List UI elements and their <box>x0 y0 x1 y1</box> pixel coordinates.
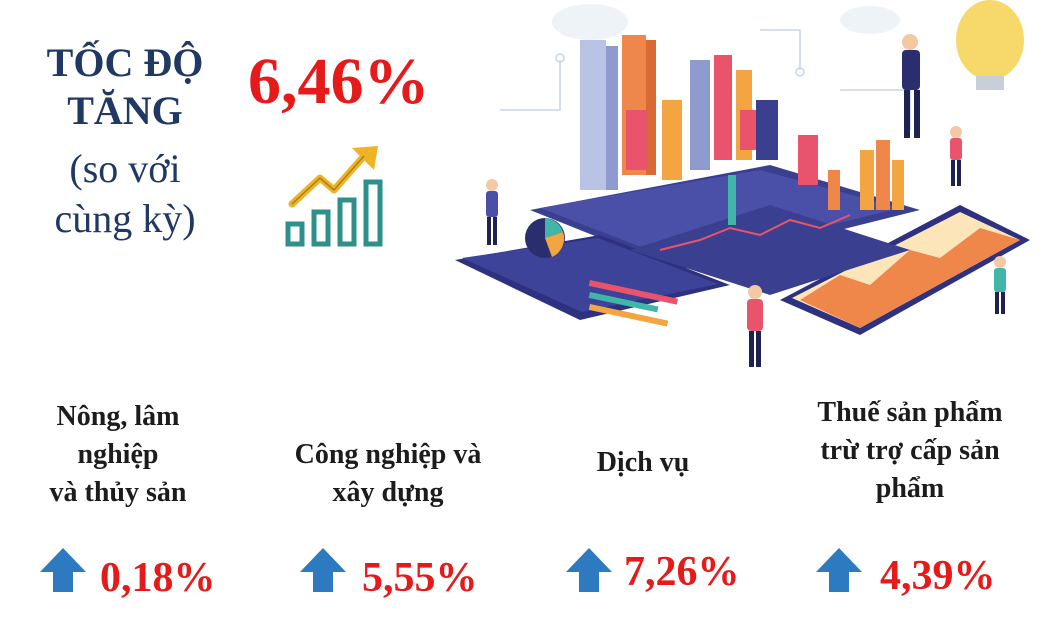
sector-0-label-line-3: và thủy sản <box>49 477 187 508</box>
title-line-4: cùng kỳ) <box>54 196 196 241</box>
sector-2-label: Dịch vụ <box>568 444 718 482</box>
sector-1-label: Công nghiệp và xây dựng <box>266 436 510 512</box>
sector-0-rate: 0,18% <box>100 555 216 601</box>
sector-0-label: Nông, lâm nghiệp và thủy sản <box>28 398 208 512</box>
sector-3-label-line-1: Thuế sản phẩm <box>817 397 1003 428</box>
sector-3-rate: 4,39% <box>880 553 996 599</box>
up-arrow-icon <box>566 548 612 592</box>
title-line-3: (so với <box>69 146 181 191</box>
sector-1-label-line-2: xây dựng <box>332 477 444 508</box>
sector-2-label-line-1: Dịch vụ <box>596 447 690 478</box>
sector-2-rate: 7,26% <box>624 549 740 595</box>
title-line-2: TĂNG <box>67 88 183 133</box>
sector-3-label-line-3: phẩm <box>875 473 945 504</box>
headline-rate: 6,46% <box>248 45 430 118</box>
growth-chart-icon <box>285 146 383 247</box>
sector-0-label-line-2: nghiệp <box>77 439 159 470</box>
sector-0-label-line-1: Nông, lâm <box>56 401 180 432</box>
sector-1-label-line-1: Công nghiệp và <box>294 439 482 470</box>
title-line-1: TỐC ĐỘ <box>46 40 204 85</box>
sector-3-label-line-2: trừ trợ cấp sản <box>820 435 1000 466</box>
up-arrow-icon <box>816 548 862 592</box>
sector-3-label: Thuế sản phẩm trừ trợ cấp sản phẩm <box>790 394 1030 508</box>
up-arrow-icon <box>40 548 86 592</box>
up-arrow-icon <box>300 548 346 592</box>
analytics-illustration <box>455 0 1030 367</box>
sector-1-rate: 5,55% <box>362 555 478 601</box>
